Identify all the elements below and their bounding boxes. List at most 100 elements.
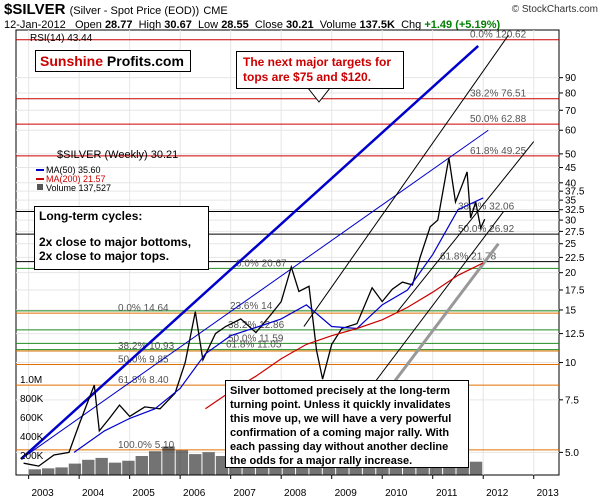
y-tick-label: 35 bbox=[565, 196, 577, 207]
y-tick-label: 30 bbox=[565, 216, 577, 227]
close-label: Close bbox=[254, 19, 283, 31]
cycles-line1: 2x close to major bottoms, bbox=[39, 235, 192, 249]
volume-bar bbox=[148, 451, 162, 475]
fib-level-label: 50.0% 9.85 bbox=[118, 354, 169, 365]
targets-callout: The next major targets for tops are $75 … bbox=[236, 51, 404, 89]
trendline bbox=[303, 34, 509, 327]
fib-level-label: 61.8% 49.25 bbox=[470, 146, 527, 157]
trendline bbox=[351, 211, 504, 413]
high-value: 30.67 bbox=[164, 19, 192, 31]
legend-series: $SILVER (Weekly) 30.21 bbox=[57, 149, 178, 161]
trendline bbox=[396, 141, 535, 313]
volume-bar bbox=[68, 463, 82, 475]
volume-bar bbox=[189, 454, 202, 475]
volume-bar bbox=[95, 457, 108, 475]
x-tick-label: 2003 bbox=[32, 488, 55, 499]
y-tick-label: 45 bbox=[565, 163, 577, 174]
x-tick-label: 2004 bbox=[82, 488, 105, 499]
y-tick-label: 37.5 bbox=[565, 187, 585, 198]
volume-tick-label: 1.0M bbox=[20, 375, 42, 386]
volume-tick-label: 200K bbox=[20, 451, 44, 462]
y-tick-label: 27.5 bbox=[565, 227, 585, 238]
stockcharts-credit: © StockCharts.com bbox=[511, 4, 598, 15]
fib-level-label: 50.0% 11.59 bbox=[228, 333, 284, 344]
open-value: 28.77 bbox=[104, 19, 133, 31]
fib-level-label: 50.0% 62.88 bbox=[470, 114, 527, 125]
y-tick-label: 25 bbox=[565, 239, 577, 250]
y-tick-label: 32.5 bbox=[565, 205, 585, 216]
fib-level-label: 0.0% 20.67 bbox=[236, 258, 287, 269]
y-tick-label: 10 bbox=[565, 358, 577, 369]
y-tick-label: 17.5 bbox=[565, 285, 585, 296]
y-tick-label: 15 bbox=[565, 305, 577, 316]
cycles-line2: 2x close to major tops. bbox=[39, 249, 170, 263]
volume-tick-label: 800K bbox=[20, 394, 44, 405]
fib-level-label: 61.8% 8.40 bbox=[118, 375, 169, 386]
x-tick-label: 2010 bbox=[385, 488, 408, 499]
y-tick-label: 80 bbox=[565, 88, 577, 99]
fib-level-label: 38.2% 76.51 bbox=[470, 89, 527, 100]
y-tick-label: 12.5 bbox=[565, 329, 585, 340]
trendline bbox=[20, 129, 489, 460]
ma200-line bbox=[205, 262, 484, 410]
fib-level-label: 61.8% 11.05 bbox=[226, 340, 282, 351]
x-tick-label: 2013 bbox=[537, 488, 560, 499]
x-tick-label: 2005 bbox=[133, 488, 156, 499]
quote-date: 12-Jan-2012 bbox=[4, 19, 66, 31]
x-tick-label: 2006 bbox=[183, 488, 206, 499]
volume-bar bbox=[202, 452, 215, 475]
x-tick-label: 2012 bbox=[486, 488, 509, 499]
low-label: Low bbox=[197, 19, 219, 31]
symbol: $SILVER bbox=[4, 1, 66, 18]
volume-bar bbox=[175, 450, 189, 475]
y-tick-label: 20 bbox=[565, 268, 577, 279]
x-tick-label: 2009 bbox=[335, 488, 358, 499]
volume-bar bbox=[108, 462, 122, 475]
price-line bbox=[23, 157, 486, 467]
volume-bar bbox=[162, 446, 175, 475]
cycles-note: Long-term cycles: 2x close to major bott… bbox=[34, 206, 209, 270]
rsi-label: RSI(14) 43.44 bbox=[30, 33, 93, 44]
fib-level-label: 23.6% 14 bbox=[230, 301, 273, 312]
y-tick-label: 50 bbox=[565, 149, 577, 160]
volume-bar bbox=[469, 461, 483, 475]
cycles-title: Long-term cycles: bbox=[39, 209, 143, 223]
high-label: High bbox=[138, 19, 162, 31]
volume-bar bbox=[122, 460, 135, 475]
close-value: 30.21 bbox=[286, 19, 314, 31]
x-tick-label: 2007 bbox=[234, 488, 257, 499]
volume-bar bbox=[82, 459, 95, 475]
volume-bar bbox=[55, 467, 68, 475]
open-label: Open bbox=[74, 19, 102, 31]
volume-tick-label: 400K bbox=[20, 432, 44, 443]
fib-level-label: 61.8% 21.78 bbox=[440, 252, 497, 263]
fib-level-label: 38.2% 32.06 bbox=[458, 201, 515, 212]
trendline bbox=[20, 44, 480, 460]
volume-bar bbox=[28, 469, 41, 475]
comment-note: Silver bottomed precisely at the long-te… bbox=[225, 380, 469, 468]
volume-bar bbox=[135, 456, 148, 475]
y-tick-label: 70 bbox=[565, 106, 577, 117]
y-tick-label: 40 bbox=[565, 178, 577, 189]
fib-level-label: 0.0% 14.64 bbox=[118, 303, 169, 314]
volume-value: 137.5K bbox=[359, 19, 395, 31]
chg-value: +1.49 (+5.19%) bbox=[424, 19, 501, 31]
x-tick-label: 2011 bbox=[436, 488, 458, 499]
x-tick-label: 2008 bbox=[284, 488, 307, 499]
fib-level-label: 100.0% 5.10 bbox=[118, 440, 175, 451]
y-tick-label: 7.5 bbox=[565, 395, 579, 406]
instrument-name: (Silver - Spot Price (EOD)) bbox=[69, 5, 200, 17]
legend-volume-swatch bbox=[37, 184, 43, 190]
volume-bar bbox=[41, 468, 55, 475]
exchange: CME bbox=[203, 5, 228, 17]
chart-title: $SILVER (Silver - Spot Price (EOD)) CME bbox=[4, 1, 228, 18]
y-tick-label: 22.5 bbox=[565, 253, 585, 264]
volume-tick-label: 600K bbox=[20, 413, 44, 424]
legend: $SILVER (Weekly) 30.21 MA(50) 35.60 MA(2… bbox=[36, 149, 178, 193]
fib-level-label: 38.2% 12.86 bbox=[228, 320, 285, 331]
quote-line: 12-Jan-2012 Open 28.77 High 30.67 Low 28… bbox=[4, 19, 500, 31]
low-value: 28.55 bbox=[221, 19, 249, 31]
y-tick-label: 90 bbox=[565, 73, 577, 84]
legend-ma50: MA(50) 35.60 bbox=[46, 165, 101, 175]
